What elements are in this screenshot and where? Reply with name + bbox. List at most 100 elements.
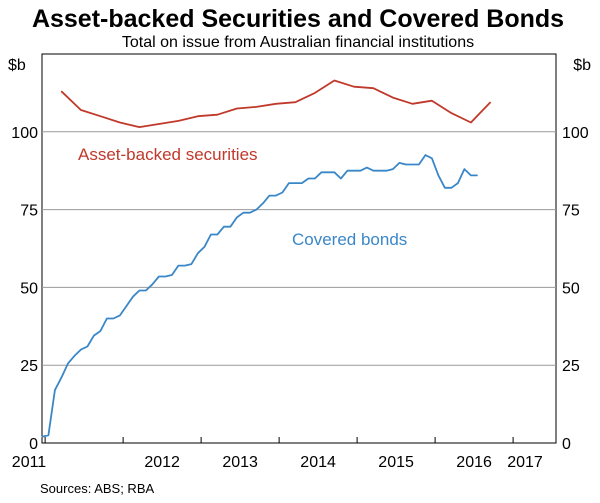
x-tick-label: 2015 <box>378 454 414 471</box>
plot-area <box>41 53 557 444</box>
data-point-covered-bonds <box>268 195 270 197</box>
data-point-covered-bonds <box>262 202 264 204</box>
data-point-covered-bonds <box>333 171 335 173</box>
x-tick-label: 2017 <box>507 454 543 471</box>
x-tick-label: 2013 <box>222 454 258 471</box>
data-point-asset-backed-securities <box>197 115 199 117</box>
data-point-covered-bonds <box>119 314 121 316</box>
data-point-covered-bonds <box>444 187 446 189</box>
data-point-covered-bonds <box>210 234 212 235</box>
data-point-covered-bonds <box>275 195 277 197</box>
data-point-covered-bonds <box>366 167 368 169</box>
data-point-covered-bonds <box>418 164 420 165</box>
data-point-covered-bonds <box>106 318 108 319</box>
y-tick-label-left: 75 <box>20 203 38 220</box>
data-point-asset-backed-securities <box>236 108 238 109</box>
gridlines <box>42 131 556 366</box>
data-point-covered-bonds <box>203 246 205 248</box>
series-line-covered-bonds <box>41 154 478 438</box>
data-point-asset-backed-securities <box>431 100 433 102</box>
data-point-covered-bonds <box>138 290 140 291</box>
data-point-covered-bonds <box>236 216 238 218</box>
data-point-covered-bonds <box>47 434 49 436</box>
data-point-covered-bonds <box>125 305 127 307</box>
data-point-covered-bonds <box>437 174 439 176</box>
data-point-covered-bonds <box>463 168 465 170</box>
data-point-covered-bonds <box>405 164 407 165</box>
series-label-covered-bonds: Covered bonds <box>292 230 407 249</box>
data-point-asset-backed-securities <box>353 86 355 88</box>
data-point-covered-bonds <box>151 283 153 285</box>
data-point-covered-bonds <box>99 330 101 332</box>
y-axis-labels-left: 0 25 50 75 100 <box>11 125 38 453</box>
data-point-covered-bonds <box>54 389 56 391</box>
data-point-covered-bonds <box>294 182 296 184</box>
data-point-covered-bonds <box>249 212 251 214</box>
data-point-asset-backed-securities <box>294 101 296 103</box>
data-point-covered-bonds <box>60 377 62 379</box>
data-point-asset-backed-securities <box>60 90 62 92</box>
data-point-asset-backed-securities <box>314 92 316 94</box>
data-point-asset-backed-securities <box>119 122 121 123</box>
data-point-covered-bonds <box>255 209 257 211</box>
data-point-covered-bonds <box>190 263 192 265</box>
y-tick-label-left: 0 <box>29 436 38 453</box>
data-point-covered-bonds <box>158 276 160 277</box>
y-unit-right: $b <box>573 57 591 74</box>
x-tick-label: 2014 <box>300 454 336 471</box>
data-point-covered-bonds <box>132 296 134 298</box>
data-point-covered-bonds <box>398 162 400 164</box>
data-point-asset-backed-securities <box>158 123 160 125</box>
data-point-covered-bonds <box>281 192 283 193</box>
plot-frame <box>41 53 557 444</box>
data-point-asset-backed-securities <box>255 106 257 108</box>
data-point-asset-backed-securities <box>411 103 413 105</box>
data-point-covered-bonds <box>346 170 348 172</box>
data-point-asset-backed-securities <box>392 97 394 99</box>
data-point-covered-bonds <box>379 170 381 172</box>
data-point-covered-bonds <box>229 226 231 228</box>
data-point-asset-backed-securities <box>275 103 277 105</box>
data-point-covered-bonds <box>223 226 225 228</box>
x-tick-label: 2016 <box>456 454 492 471</box>
y-tick-label-right: 100 <box>562 125 589 142</box>
data-point-asset-backed-securities <box>216 114 218 116</box>
x-tick-label: 2012 <box>144 454 180 471</box>
data-point-covered-bonds <box>431 157 433 159</box>
data-point-asset-backed-securities <box>99 115 101 117</box>
data-point-asset-backed-securities <box>333 80 335 81</box>
y-tick-label-right: 0 <box>562 436 571 453</box>
y-tick-label-right: 50 <box>562 280 580 297</box>
data-point-covered-bonds <box>41 436 43 438</box>
data-point-covered-bonds <box>80 349 82 351</box>
y-tick-label-left: 50 <box>20 280 38 297</box>
data-point-covered-bonds <box>73 355 75 357</box>
data-point-asset-backed-securities <box>450 112 452 114</box>
data-point-covered-bonds <box>184 265 186 267</box>
data-point-covered-bonds <box>470 174 472 176</box>
y-tick-label-left: 100 <box>11 125 38 142</box>
x-tick-label: 2011 <box>12 454 47 471</box>
data-point-covered-bonds <box>164 276 166 277</box>
source-note: Sources: ABS; RBA <box>40 481 154 496</box>
data-point-asset-backed-securities <box>470 122 472 123</box>
data-point-covered-bonds <box>476 174 478 176</box>
data-point-covered-bonds <box>86 346 88 347</box>
data-point-covered-bonds <box>216 234 218 235</box>
data-point-asset-backed-securities <box>489 101 491 103</box>
data-point-covered-bonds <box>171 274 173 276</box>
data-point-covered-bonds <box>177 265 179 267</box>
data-point-covered-bonds <box>411 164 413 165</box>
data-point-covered-bonds <box>67 363 69 365</box>
data-point-covered-bonds <box>392 168 394 170</box>
data-point-covered-bonds <box>93 335 95 337</box>
data-point-covered-bonds <box>307 178 309 179</box>
data-point-covered-bonds <box>424 154 426 156</box>
data-point-covered-bonds <box>340 178 342 179</box>
data-point-covered-bonds <box>327 171 329 173</box>
data-point-covered-bonds <box>359 170 361 172</box>
data-point-asset-backed-securities <box>372 87 374 89</box>
data-point-asset-backed-securities <box>80 109 82 111</box>
chart-title: Asset-backed Securities and Covered Bond… <box>32 5 564 33</box>
